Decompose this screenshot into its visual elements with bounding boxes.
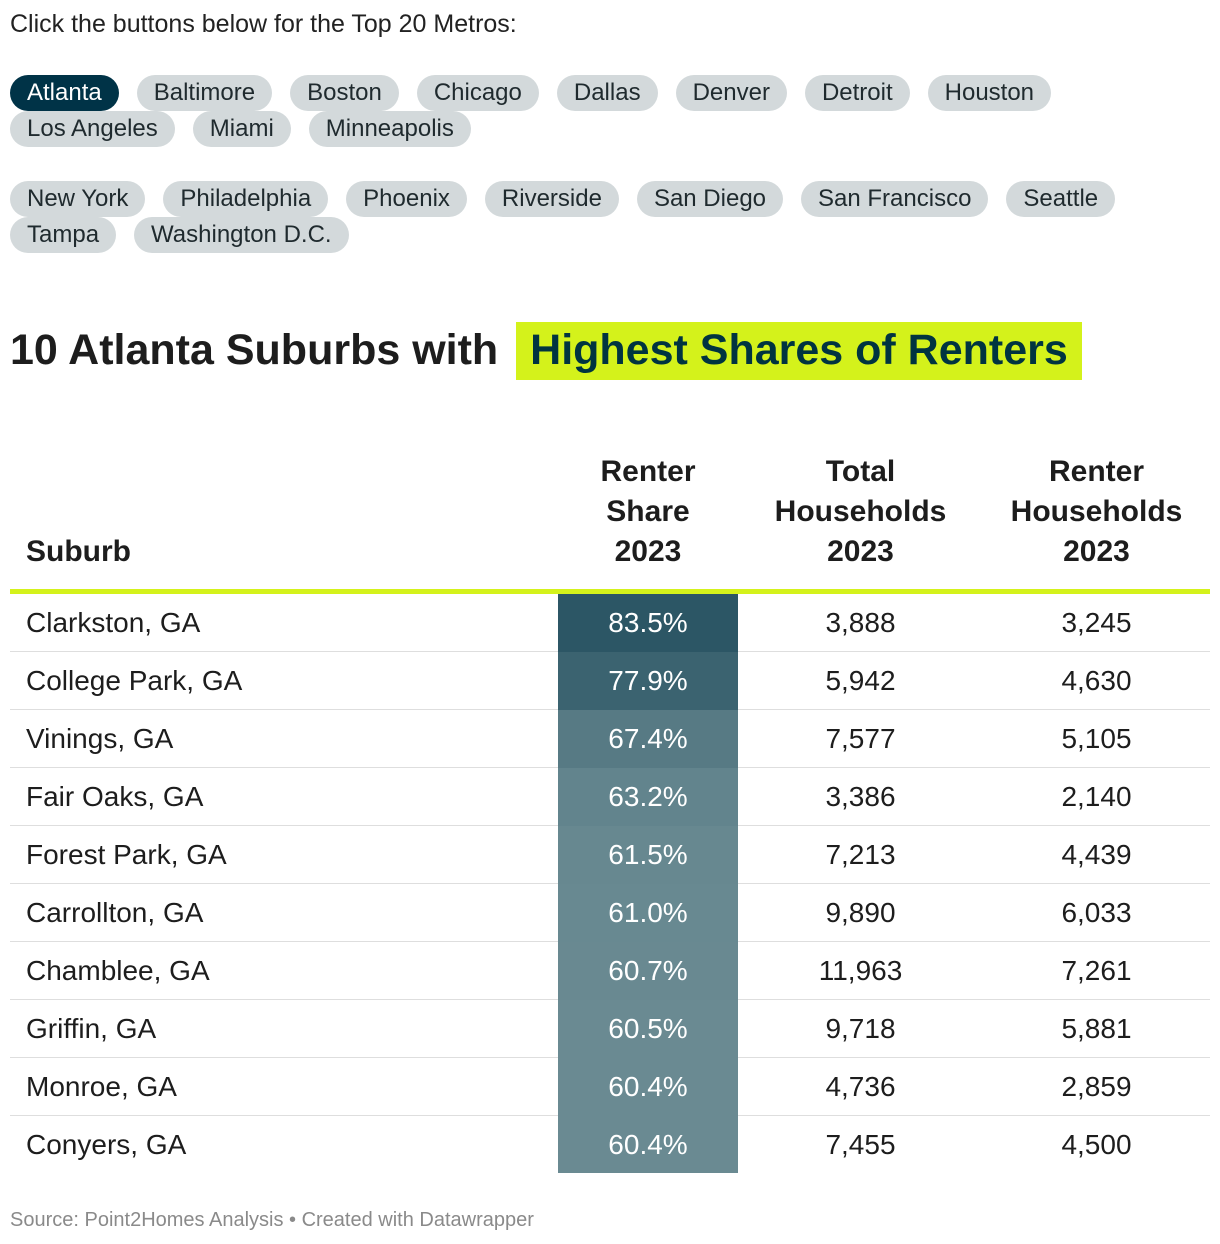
table-row: College Park, GA 77.9% 5,942 4,630 — [10, 651, 1210, 710]
metro-buttons-row-2: New York Philadelphia Phoenix Riverside San … — [10, 181, 1140, 253]
cell-total-households: 9,890 — [738, 883, 983, 942]
metro-button-san-francisco[interactable]: San Francisco — [801, 181, 989, 217]
table-row: Griffin, GA 60.5% 9,718 5,881 — [10, 999, 1210, 1058]
table-row: Conyers, GA 60.4% 7,455 4,500 — [10, 1115, 1210, 1173]
metro-button-philadelphia[interactable]: Philadelphia — [163, 181, 329, 217]
chart-title: 10 Atlanta Suburbs with Highest Shares o… — [10, 322, 1082, 380]
cell-suburb: Chamblee, GA — [10, 941, 558, 1000]
cell-total-households: 3,888 — [738, 591, 983, 652]
intro-text: Click the buttons below for the Top 20 M… — [10, 10, 517, 38]
cell-suburb: Conyers, GA — [26, 1128, 187, 1160]
cell-total-households: 7,577 — [738, 709, 983, 768]
table-row: Vinings, GA 67.4% 7,577 5,105 — [10, 709, 1210, 768]
cell-renter-households: 5,881 — [983, 999, 1210, 1058]
cell-renter-households: 4,630 — [983, 651, 1210, 710]
source-note: Source: Point2Homes Analysis • Created w… — [10, 1209, 534, 1231]
header-share: Renter Share 2023 — [600, 455, 696, 568]
metro-button-washington-d-c[interactable]: Washington D.C. — [134, 217, 349, 253]
metro-button-phoenix[interactable]: Phoenix — [346, 181, 467, 217]
metro-button-miami[interactable]: Miami — [192, 111, 291, 147]
cell-suburb: Vinings, GA — [10, 709, 558, 768]
cell-renter-households: 2,140 — [983, 767, 1210, 826]
cell-renter-households: 7,261 — [983, 941, 1210, 1000]
metro-button-atlanta[interactable]: Atlanta — [10, 75, 119, 111]
cell-suburb: Griffin, GA — [10, 999, 558, 1058]
cell-renter-households: 4,500 — [1061, 1128, 1132, 1160]
cell-total-households: 5,942 — [738, 651, 983, 710]
cell-suburb: Clarkston, GA — [10, 591, 558, 652]
table-row: Carrollton, GA 61.0% 9,890 6,033 — [10, 883, 1210, 942]
table-row: Forest Park, GA 61.5% 7,213 4,439 — [10, 825, 1210, 884]
cell-renter-share: 61.5% — [558, 825, 738, 884]
table-row: Clarkston, GA 83.5% 3,888 3,245 — [10, 591, 1210, 652]
cell-renter-share: 60.5% — [558, 999, 738, 1058]
metro-button-minneapolis[interactable]: Minneapolis — [308, 111, 471, 147]
cell-renter-share: 61.0% — [558, 883, 738, 942]
header-renters: Renter Households 2023 — [1010, 455, 1183, 568]
header-total: Total Households 2023 — [774, 455, 947, 568]
cell-total-households: 4,736 — [738, 1057, 983, 1116]
metro-button-boston[interactable]: Boston — [290, 75, 399, 111]
cell-renter-households: 5,105 — [983, 709, 1210, 768]
metro-button-detroit[interactable]: Detroit — [804, 75, 910, 111]
metro-button-chicago[interactable]: Chicago — [416, 75, 539, 111]
metro-button-new-york[interactable]: New York — [10, 181, 146, 217]
metro-button-seattle[interactable]: Seattle — [1006, 181, 1116, 217]
metro-button-denver[interactable]: Denver — [675, 75, 787, 111]
header-suburb: Suburb — [26, 535, 131, 568]
table-row: Fair Oaks, GA 63.2% 3,386 2,140 — [10, 767, 1210, 826]
table-row: Monroe, GA 60.4% 4,736 2,859 — [10, 1057, 1210, 1116]
cell-renter-share: 67.4% — [558, 709, 738, 768]
cell-total-households: 3,386 — [738, 767, 983, 826]
cell-renter-share: 60.4% — [558, 1115, 738, 1173]
table-row: Chamblee, GA 60.7% 11,963 7,261 — [10, 941, 1210, 1000]
metro-button-houston[interactable]: Houston — [927, 75, 1052, 111]
cell-renter-households: 6,033 — [983, 883, 1210, 942]
cell-total-households: 7,455 — [825, 1128, 896, 1160]
metro-button-dallas[interactable]: Dallas — [556, 75, 658, 111]
cell-suburb: College Park, GA — [10, 651, 558, 710]
metro-button-tampa[interactable]: Tampa — [10, 217, 117, 253]
cell-renter-households: 2,859 — [983, 1057, 1210, 1116]
cell-renter-share: 60.4% — [558, 1057, 738, 1116]
title-highlight: Highest Shares of Renters — [516, 322, 1082, 380]
cell-renter-share: 60.7% — [558, 941, 738, 1000]
title-plain: 10 Atlanta Suburbs with — [10, 326, 499, 374]
cell-suburb: Fair Oaks, GA — [10, 767, 558, 826]
table-body: Clarkston, GA 83.5% 3,888 3,245 College Park… — [10, 591, 1210, 1173]
cell-renter-households: 4,439 — [983, 825, 1210, 884]
metro-button-san-diego[interactable]: San Diego — [636, 181, 784, 217]
metro-button-baltimore[interactable]: Baltimore — [136, 75, 273, 111]
suburbs-table: Suburb Renter Share 2023 Total Households 2023… — [10, 440, 1210, 1173]
cell-suburb: Carrollton, GA — [10, 883, 558, 942]
cell-total-households: 11,963 — [738, 941, 983, 1000]
table-header-row: Suburb Renter Share 2023 Total Households 2023… — [10, 440, 1210, 592]
metro-button-los-angeles[interactable]: Los Angeles — [10, 111, 175, 147]
cell-renter-share: 83.5% — [558, 591, 738, 652]
metro-buttons-row-1: Atlanta Baltimore Boston Chicago Dallas Denve… — [10, 75, 1140, 147]
metro-button-riverside[interactable]: Riverside — [484, 181, 619, 217]
cell-renter-share: 77.9% — [558, 651, 738, 710]
cell-suburb: Monroe, GA — [10, 1057, 558, 1116]
cell-suburb: Forest Park, GA — [10, 825, 558, 884]
cell-renter-share: 63.2% — [558, 767, 738, 826]
cell-total-households: 7,213 — [738, 825, 983, 884]
cell-total-households: 9,718 — [738, 999, 983, 1058]
cell-renter-households: 3,245 — [983, 591, 1210, 652]
